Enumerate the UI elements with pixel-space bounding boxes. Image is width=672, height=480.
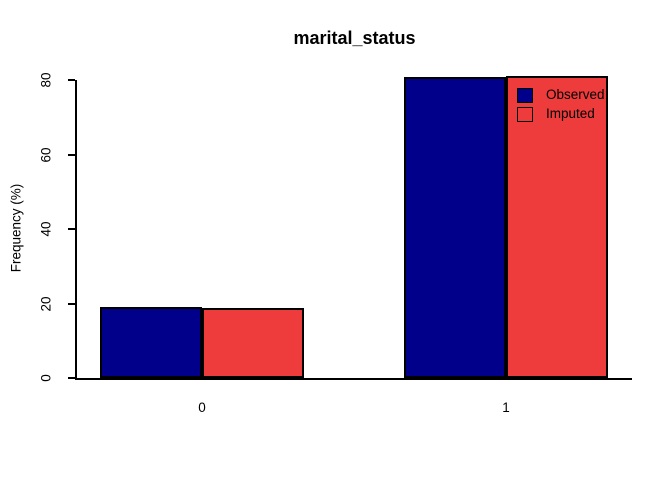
y-tick-label-80: 80: [38, 72, 54, 88]
y-tick-80: [68, 79, 75, 82]
y-axis-label: Frequency (%): [8, 183, 24, 273]
y-tick-label-60: 60: [38, 147, 54, 163]
y-tick-40: [68, 228, 75, 231]
legend-swatch-observed-icon: [517, 87, 533, 103]
y-tick-20: [68, 302, 75, 305]
y-tick-0: [68, 377, 75, 379]
x-tick-label-1: 1: [502, 400, 510, 415]
y-axis-line: [75, 80, 77, 380]
legend-label-imputed: Imputed: [546, 106, 595, 121]
x-tick-label-0: 0: [198, 400, 206, 415]
bar-observed-1: [404, 77, 506, 378]
bar-imputed-0: [202, 308, 304, 378]
y-tick-label-0: 0: [38, 374, 54, 382]
legend-swatch-imputed-icon: [517, 106, 533, 122]
legend-row-observed: Observed: [517, 87, 605, 103]
legend: Observed Imputed: [517, 87, 605, 125]
y-tick-label-20: 20: [38, 296, 54, 312]
legend-row-imputed: Imputed: [517, 106, 605, 122]
bar-imputed-1: [506, 75, 608, 378]
chart-title: marital_status: [293, 28, 416, 48]
y-tick-60: [68, 153, 75, 156]
legend-label-observed: Observed: [546, 87, 605, 102]
x-axis-line: [75, 378, 632, 380]
y-tick-label-40: 40: [38, 221, 54, 237]
bar-observed-0: [100, 306, 202, 378]
